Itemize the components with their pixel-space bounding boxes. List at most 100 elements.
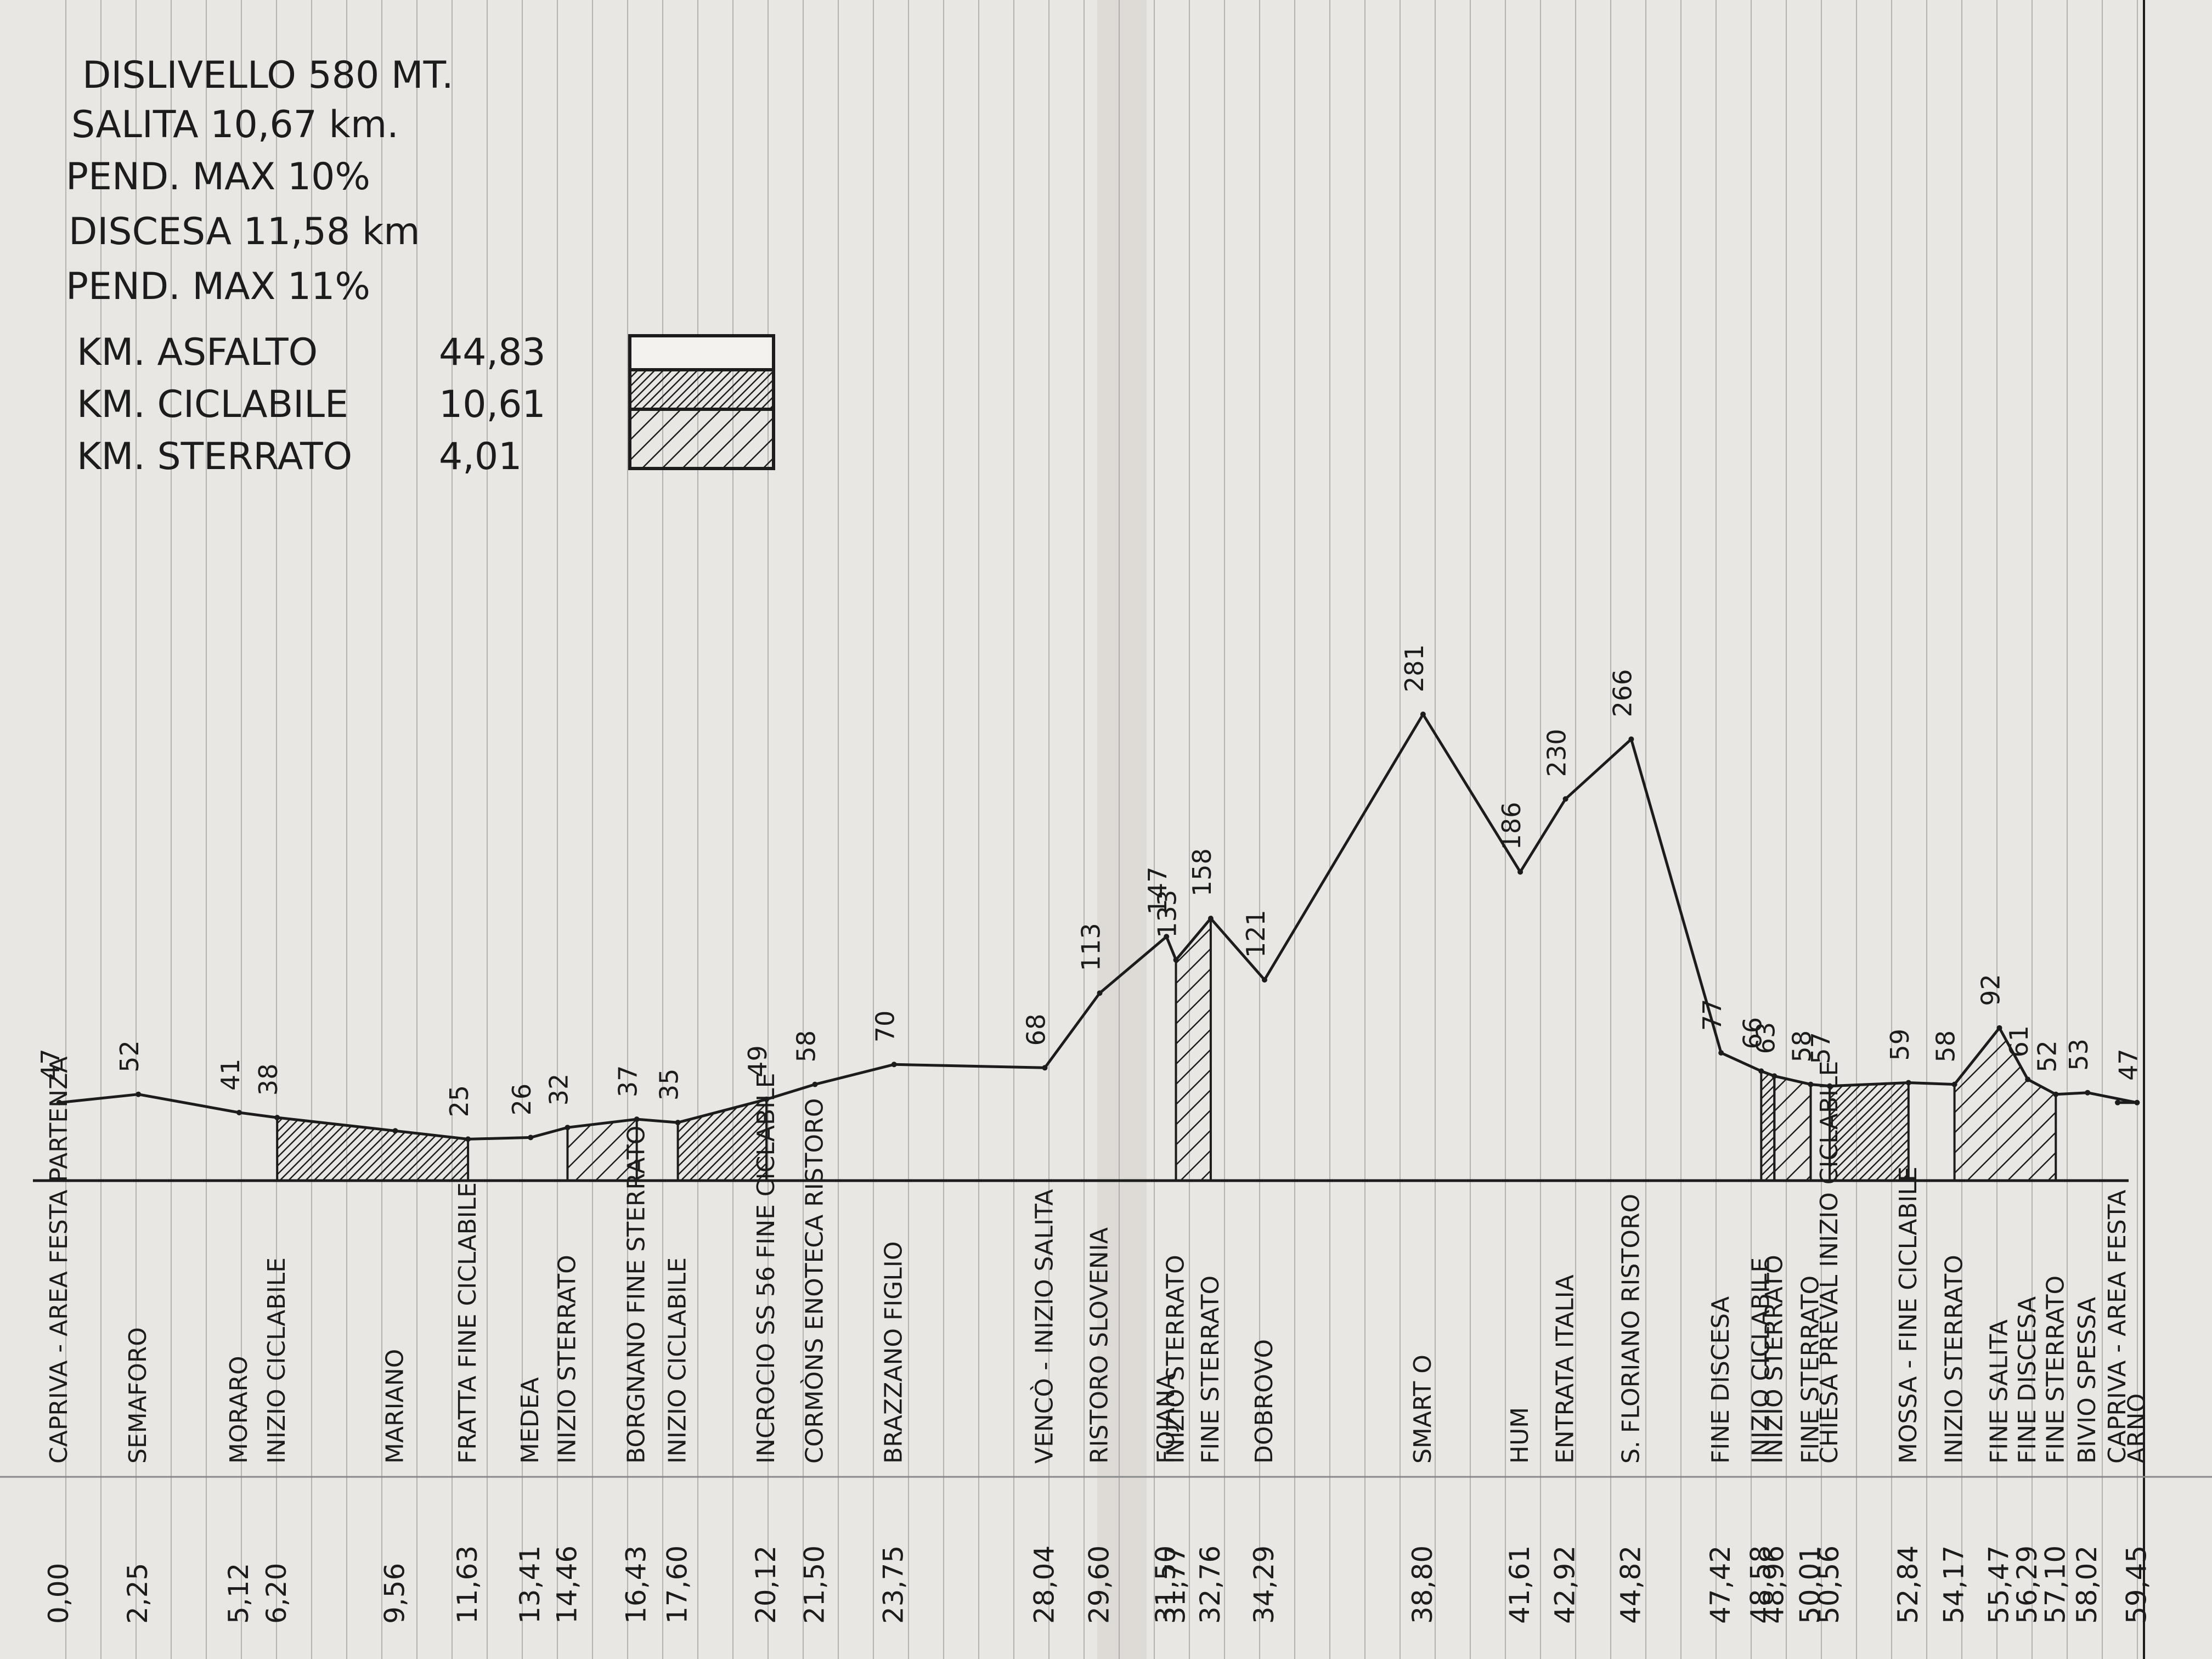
elevation-label: 266 bbox=[1607, 669, 1637, 718]
profile-point bbox=[675, 1120, 681, 1126]
profile-point bbox=[1420, 712, 1426, 717]
waypoint-label: INIZIO STERRATO bbox=[1760, 1255, 1788, 1464]
profile-point bbox=[1097, 990, 1103, 996]
waypoint-label: HUM bbox=[1506, 1407, 1534, 1464]
waypoint-label: FINE STERRATO bbox=[2041, 1276, 2069, 1464]
pend-max-salita-text: PEND. MAX 10% bbox=[66, 155, 370, 199]
waypoint-label: FINE STERRATO bbox=[1197, 1276, 1224, 1464]
distance-label: 31,50 bbox=[1150, 1545, 1182, 1624]
elevation-label: 47 bbox=[2113, 1048, 2143, 1081]
distance-label: 54,17 bbox=[1938, 1545, 1970, 1624]
elevation-label: 92 bbox=[1976, 974, 2006, 1006]
profile-point bbox=[2115, 1099, 2120, 1105]
waypoint-label: BRAZZANO FIGLIO bbox=[880, 1242, 908, 1464]
elevation-label: 133 bbox=[1153, 890, 1182, 938]
elevation-label: 32 bbox=[544, 1074, 573, 1106]
profile-point bbox=[2085, 1090, 2091, 1096]
profile-point bbox=[565, 1125, 571, 1131]
profile-point bbox=[136, 1091, 142, 1097]
distance-label: 56,29 bbox=[2011, 1545, 2043, 1624]
waypoint-label: FINE DISCESA bbox=[2013, 1296, 2041, 1464]
salita-text: SALITA 10,67 km. bbox=[71, 103, 399, 146]
distance-label: 31,77 bbox=[1160, 1545, 1192, 1624]
waypoint-label: CHIESA PREVAL INIZIO CICLABILE bbox=[1815, 1061, 1843, 1464]
surface-legend: KM. ASFALTO 44,83 KM. CICLABILE 10,61 KM… bbox=[77, 331, 775, 478]
waypoint-label: INCROCIO SS 56 FINE CICLABILE bbox=[752, 1073, 780, 1464]
elevation-label: 41 bbox=[216, 1058, 245, 1091]
waypoint-label: FINE STERRATO bbox=[1796, 1276, 1824, 1464]
waypoint-label: FINE SALITA bbox=[1985, 1319, 2013, 1464]
elevation-label: 186 bbox=[1497, 802, 1526, 850]
profile-point bbox=[392, 1128, 398, 1134]
ruled-grid-lines bbox=[65, 0, 2138, 1659]
distance-label: 48,96 bbox=[1758, 1545, 1790, 1624]
distance-label: 6,20 bbox=[261, 1563, 292, 1624]
elevation-label: 121 bbox=[1241, 910, 1271, 958]
profile-point bbox=[2025, 1076, 2031, 1082]
waypoint-label: CORMÒNS ENOTECA RISTORO bbox=[800, 1098, 829, 1464]
distance-label: 2,25 bbox=[122, 1563, 154, 1624]
distance-label: 59,45 bbox=[2120, 1545, 2152, 1624]
elevation-label: 37 bbox=[613, 1065, 643, 1098]
legend-sterrato-value: 4,01 bbox=[439, 435, 522, 478]
elevation-label: 281 bbox=[1400, 644, 1429, 692]
profile-point bbox=[236, 1110, 242, 1115]
profile-line bbox=[59, 713, 2138, 1141]
profile-point bbox=[1827, 1083, 1833, 1089]
distance-label: 50,01 bbox=[1794, 1545, 1826, 1624]
waypoint-label: MEDEA bbox=[516, 1377, 544, 1464]
waypoint-label: ENTRATA ITALIA bbox=[1551, 1274, 1579, 1464]
distance-label: 0,00 bbox=[43, 1563, 75, 1624]
waypoint-label: BORGNANO FINE STERRATO bbox=[623, 1126, 651, 1464]
distance-label: 20,12 bbox=[750, 1545, 782, 1624]
profile-point bbox=[1042, 1065, 1048, 1071]
profile-point bbox=[465, 1136, 471, 1142]
waypoint-label: S. FLORIANO RISTORO bbox=[1617, 1194, 1645, 1464]
profile-point bbox=[1164, 934, 1170, 940]
waypoint-label: ARNO bbox=[2123, 1393, 2151, 1464]
elevation-label: 63 bbox=[1751, 1022, 1780, 1054]
dislivello-text: DISLIVELLO 580 MT. bbox=[82, 54, 454, 97]
profile-point bbox=[812, 1081, 818, 1087]
surface-sterrato bbox=[1175, 915, 1212, 1182]
legend-swatch-asfalto bbox=[628, 334, 775, 371]
legend-swatch-sterrato bbox=[628, 408, 775, 470]
distance-label: 13,41 bbox=[514, 1545, 546, 1624]
waypoint-label: BIVIO SPESSA bbox=[2073, 1297, 2101, 1464]
waypoint-label: RISTORO SLOVENIA bbox=[1085, 1227, 1113, 1464]
elevation-label: 58 bbox=[1787, 1030, 1816, 1063]
profile-point bbox=[634, 1116, 640, 1122]
distance-label: 42,92 bbox=[1549, 1545, 1581, 1624]
waypoint-label: CAPRIVA - AREA FESTA PARTENZA bbox=[45, 1057, 73, 1464]
legend-sterrato-label: KM. STERRATO bbox=[77, 435, 352, 478]
distance-label: 14,46 bbox=[551, 1545, 583, 1624]
distance-label: 48,58 bbox=[1745, 1545, 1776, 1624]
profile-point bbox=[2134, 1099, 2140, 1105]
profile-point bbox=[1562, 796, 1568, 802]
elevation-label: 57 bbox=[1806, 1032, 1836, 1064]
distance-label: 52,84 bbox=[1892, 1545, 1924, 1624]
distance-label: 28,04 bbox=[1029, 1545, 1060, 1624]
legend-swatch-ciclabile bbox=[628, 368, 775, 411]
elevation-label: 49 bbox=[743, 1045, 772, 1077]
elevation-label: 61 bbox=[2004, 1025, 2034, 1058]
elevation-label: 59 bbox=[1885, 1029, 1915, 1061]
waypoint-label: FINE DISCESA bbox=[1707, 1296, 1735, 1464]
waypoint-label: INIZIO STERRATO bbox=[553, 1255, 581, 1464]
legend-ciclabile-value: 10,61 bbox=[439, 383, 546, 426]
distance-label: 23,75 bbox=[878, 1545, 910, 1624]
distance-label: 5,12 bbox=[223, 1563, 255, 1624]
distance-label: 44,82 bbox=[1615, 1545, 1646, 1624]
profile-point bbox=[1628, 736, 1634, 742]
waypoint-label: INIZIO CICLABILE bbox=[664, 1257, 692, 1464]
elevation-label: 66 bbox=[1737, 1017, 1767, 1049]
profile-point bbox=[1771, 1073, 1778, 1079]
elevation-label: 68 bbox=[1022, 1014, 1051, 1046]
waypoint-label: INIZIO STERRATO bbox=[1162, 1255, 1190, 1464]
distance-label: 34,29 bbox=[1248, 1545, 1280, 1624]
elevation-label: 26 bbox=[507, 1084, 537, 1116]
profile-point bbox=[1718, 1050, 1724, 1056]
legend-asfalto-label: KM. ASFALTO bbox=[77, 331, 318, 374]
